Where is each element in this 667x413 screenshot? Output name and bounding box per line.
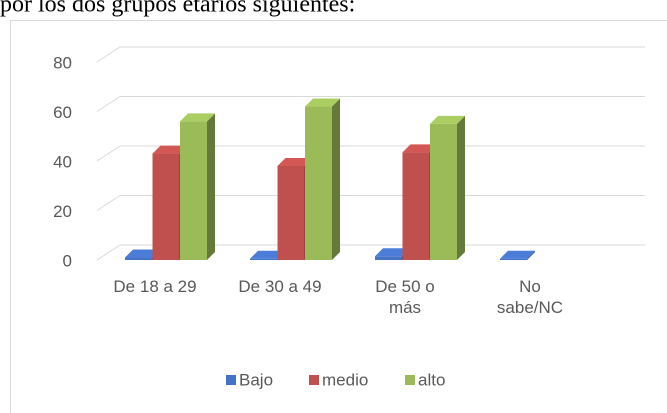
bar bbox=[500, 258, 527, 260]
bar bbox=[277, 165, 305, 260]
chart-border bbox=[10, 20, 667, 413]
caption: por los dos grupos etarios siguientes: bbox=[0, 0, 355, 18]
bar bbox=[152, 153, 180, 260]
bar bbox=[125, 257, 152, 260]
grid-line-side bbox=[96, 96, 121, 112]
x-tick-label: No sabe/NC bbox=[496, 277, 564, 317]
grid-line-side bbox=[96, 195, 121, 211]
legend-label: Bajo bbox=[239, 370, 273, 389]
legend-label: alto bbox=[418, 370, 445, 389]
y-tick-label: 60 bbox=[53, 103, 72, 122]
legend-label: medio bbox=[322, 370, 368, 389]
bar bbox=[430, 123, 457, 260]
x-tick-label: De 30 a 49 bbox=[238, 277, 322, 296]
bar-top bbox=[180, 113, 215, 122]
bar-side bbox=[207, 113, 215, 261]
bar-top bbox=[250, 250, 285, 259]
bar-top bbox=[375, 248, 410, 257]
bar-top bbox=[430, 115, 465, 124]
bar-top bbox=[500, 250, 535, 259]
bar bbox=[402, 152, 430, 260]
y-tick-label: 20 bbox=[53, 202, 72, 221]
y-tick-label: 40 bbox=[53, 152, 72, 171]
x-tick-label: De 18 a 29 bbox=[113, 277, 197, 296]
bar bbox=[180, 121, 207, 261]
bar-top bbox=[152, 145, 188, 154]
legend-swatch bbox=[405, 375, 415, 385]
bar-top bbox=[402, 144, 438, 153]
bar-top bbox=[125, 249, 160, 258]
legend-swatch bbox=[226, 375, 236, 385]
bar-side bbox=[332, 98, 340, 260]
bar bbox=[375, 256, 402, 260]
grid-line-side bbox=[96, 145, 121, 162]
legend-swatch bbox=[309, 375, 319, 385]
x-tick-label: De 50 o más bbox=[375, 277, 435, 317]
bar bbox=[250, 258, 277, 260]
grid-line-side bbox=[96, 244, 121, 261]
bar bbox=[305, 106, 332, 260]
bar-side bbox=[457, 115, 465, 260]
y-tick-label: 80 bbox=[53, 53, 72, 72]
bar-side bbox=[527, 250, 535, 260]
grid-line-side bbox=[96, 46, 121, 63]
bar-top bbox=[305, 98, 340, 107]
bar-top bbox=[277, 157, 313, 166]
y-tick-label: 0 bbox=[63, 251, 72, 270]
